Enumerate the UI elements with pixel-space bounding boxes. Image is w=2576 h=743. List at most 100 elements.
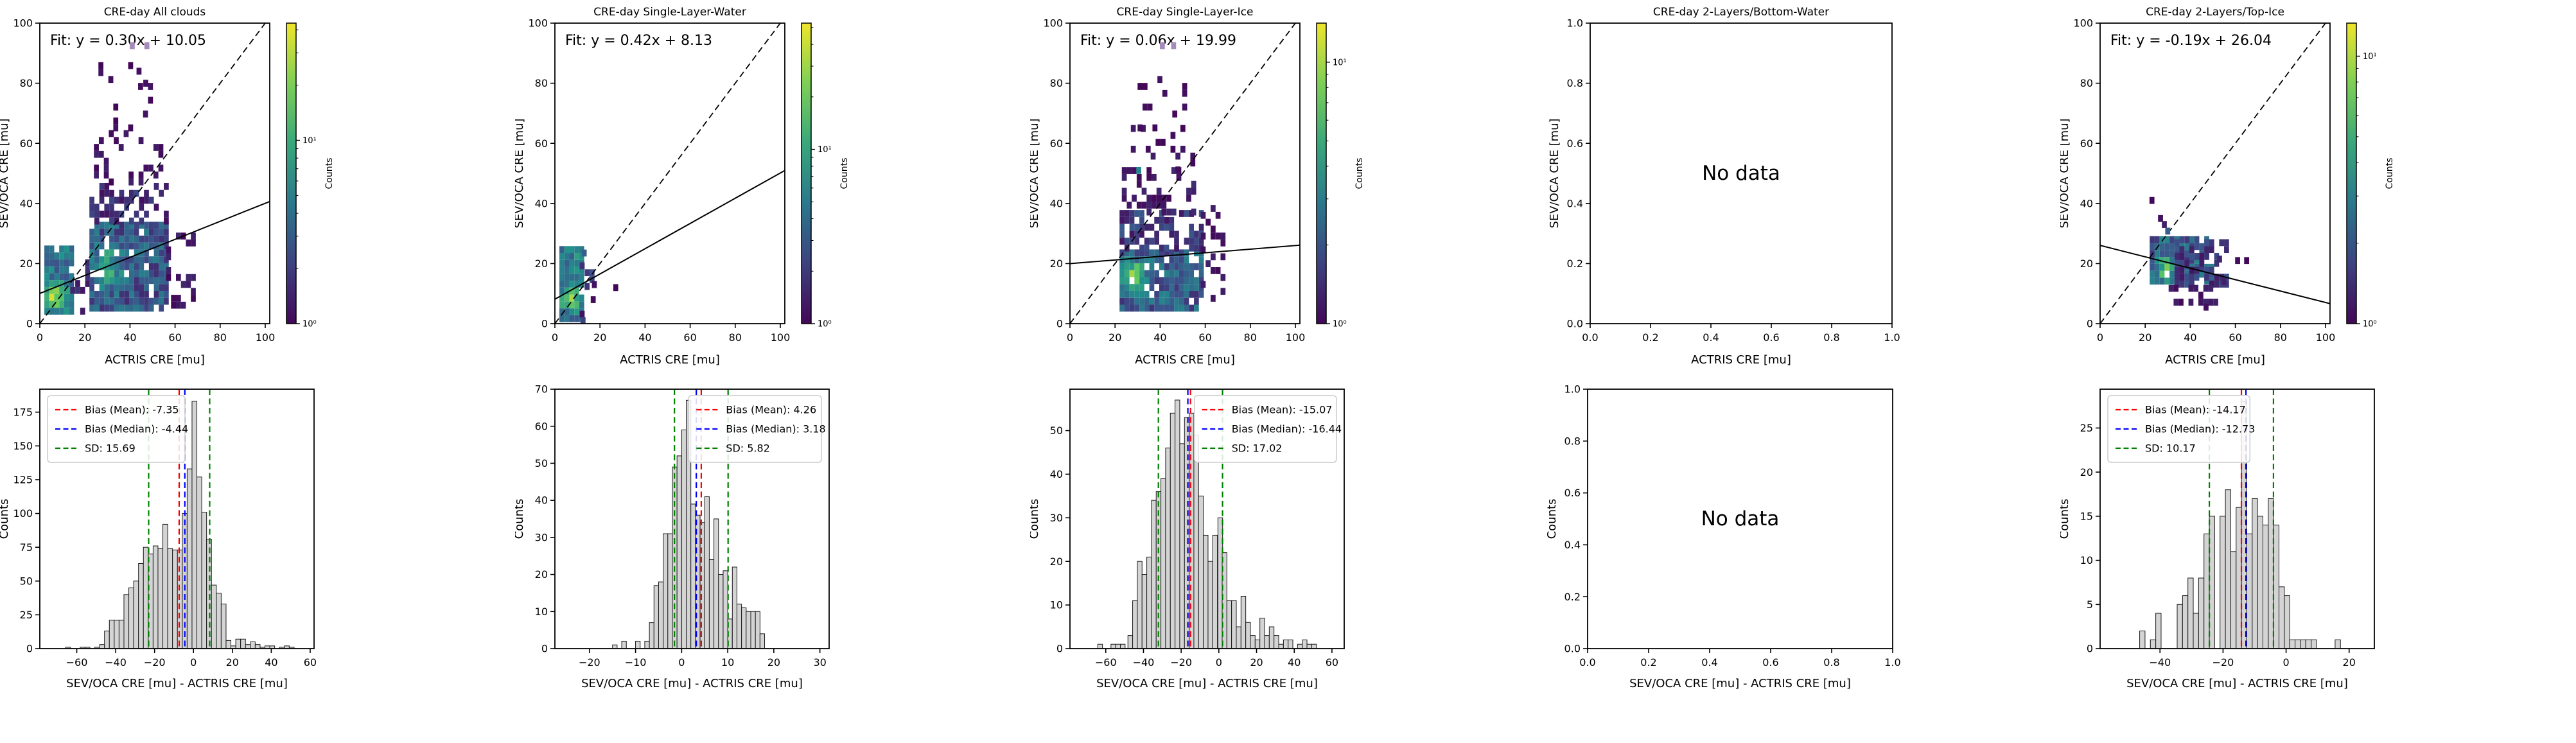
hist2d-bins xyxy=(2150,236,2229,306)
y-tick-label: 40 xyxy=(535,494,548,507)
outlier-bins xyxy=(2149,197,2249,311)
hist2d-bins xyxy=(1119,76,1226,312)
colorbar-tick-label: 10¹ xyxy=(1333,58,1347,67)
y-axis-label: Counts xyxy=(0,499,11,539)
legend-item-label: SD: 15.69 xyxy=(85,442,136,455)
no-data-label: No data xyxy=(1701,507,1780,530)
y-tick-label: 0 xyxy=(541,643,548,655)
y-tick-label: 0 xyxy=(1056,318,1063,330)
fit-line xyxy=(40,200,270,294)
colorbar-label: Counts xyxy=(839,158,850,189)
y-tick-label: 10 xyxy=(2080,554,2093,566)
figure-row-top: Fit: y = 0.30x + 10.05 0 20 40 60 80 100 0 20 40 6… xyxy=(0,6,2395,367)
colorbar-label: Counts xyxy=(1354,158,1365,189)
y-tick-label: 40 xyxy=(1050,468,1063,480)
y-tick-label: 0.8 xyxy=(1567,77,1583,89)
axes-frame xyxy=(39,22,270,324)
x-tick-label: 0.0 xyxy=(1582,331,1598,344)
axes-frame xyxy=(554,22,785,324)
legend-item-label: Bias (Mean): -15.07 xyxy=(1232,404,1333,416)
y-tick-label: 100 xyxy=(13,507,33,520)
x-tick-label: 40 xyxy=(123,331,136,344)
legend-item-label: Bias (Mean): -7.35 xyxy=(85,404,179,416)
identity-line xyxy=(1070,23,1296,324)
y-tick-label: 0.0 xyxy=(1564,643,1581,655)
fit-line xyxy=(2100,245,2330,304)
y-tick-label: 100 xyxy=(1043,17,1063,30)
panel-title: CRE-day Single-Layer-Water xyxy=(593,6,746,19)
x-tick-label: 60 xyxy=(683,331,696,344)
x-axis-label: ACTRIS CRE [mu] xyxy=(1691,353,1791,367)
scatter-cre-day-2-layers-top-ice: Fit: y = -0.19x + 26.04 0 20 40 60 80 100 0 20 40… xyxy=(2060,6,2395,367)
stat-lines xyxy=(2209,389,2275,649)
x-tick-label: 0 xyxy=(552,331,558,344)
y-tick-label: 20 xyxy=(1050,555,1063,568)
y-tick-label: 0 xyxy=(2087,643,2093,655)
x-tick-label: 60 xyxy=(304,656,317,669)
colorbar: 10⁰ 10¹ Counts xyxy=(1316,22,1365,329)
y-tick-label: 0 xyxy=(2087,318,2093,330)
x-axis-label: SEV/OCA CRE [mu] - ACTRIS CRE [mu] xyxy=(66,677,288,690)
axes: 0 20 40 60 80 100 0 20 40 60 80 100 xyxy=(528,17,790,344)
colorbar-tick-label: 10¹ xyxy=(302,136,317,146)
y-tick-label: 20 xyxy=(2080,258,2093,270)
fit-equation: Fit: y = -0.19x + 26.04 xyxy=(2110,33,2272,49)
scatter-cre-day-single-layer-ice: Fit: y = 0.06x + 19.99 0 20 40 60 80 100 0 20 40 6… xyxy=(1030,6,1365,367)
y-tick-label: 40 xyxy=(535,197,548,209)
y-axis-label: Counts xyxy=(1030,499,1041,539)
y-tick-label: 70 xyxy=(535,385,548,396)
y-tick-label: 40 xyxy=(2080,197,2093,209)
x-tick-label: 40 xyxy=(1153,331,1166,344)
y-tick-label: 80 xyxy=(2080,77,2093,89)
y-tick-label: 60 xyxy=(2080,137,2093,150)
y-axis-label: SEV/OCA CRE [mu] xyxy=(0,118,11,228)
identity-line xyxy=(40,23,266,324)
x-tick-label: 20 xyxy=(2139,331,2151,344)
hist2d-bins xyxy=(559,246,595,322)
reference-lines xyxy=(1070,23,1300,324)
legend: Bias (Mean): -15.07 Bias (Median): -16.44… xyxy=(1193,395,1342,463)
x-tick-label: 0.8 xyxy=(1823,331,1839,344)
axes-frame xyxy=(1590,22,1893,324)
x-tick-label: 60 xyxy=(1326,656,1338,669)
axes: 0 20 40 60 80 100 0 20 40 60 80 100 xyxy=(1043,17,1305,344)
x-axis-label: ACTRIS CRE [mu] xyxy=(620,353,720,367)
x-tick-label: −10 xyxy=(625,656,647,669)
panel-title: CRE-day 2-Layers/Top-Ice xyxy=(2146,6,2284,19)
y-tick-label: 1.0 xyxy=(1567,17,1583,30)
axes: −60 −40 −20 0 20 40 60 0 10 20 30 40 50 xyxy=(1050,389,1345,669)
y-tick-label: 60 xyxy=(20,137,33,150)
x-tick-label: −60 xyxy=(1095,656,1117,669)
y-tick-label: 1.0 xyxy=(1564,385,1581,396)
y-tick-label: 50 xyxy=(1050,424,1063,437)
y-tick-label: 20 xyxy=(2080,466,2093,478)
y-tick-label: 0.2 xyxy=(1567,258,1583,270)
y-tick-label: 60 xyxy=(1050,137,1063,150)
panel-title: CRE-day Single-Layer-Ice xyxy=(1117,6,1254,19)
x-tick-label: 40 xyxy=(265,656,277,669)
legend-item-label: Bias (Median): -16.44 xyxy=(1232,423,1342,435)
x-axis-label: SEV/OCA CRE [mu] - ACTRIS CRE [mu] xyxy=(2126,677,2348,690)
fit-equation: Fit: y = 0.06x + 19.99 xyxy=(1080,33,1236,49)
y-tick-label: 25 xyxy=(2080,422,2093,434)
y-tick-label: 80 xyxy=(1050,77,1063,89)
x-tick-label: 20 xyxy=(593,331,606,344)
x-tick-label: 0.4 xyxy=(1703,331,1719,344)
axes-frame xyxy=(1587,389,1893,649)
axes: −20 −10 0 10 20 30 0 10 20 30 40 50 60 70 xyxy=(535,385,830,669)
legend: Bias (Mean): -7.35 Bias (Median): -4.44 SD… xyxy=(47,395,188,463)
y-axis-label: Counts xyxy=(515,499,526,539)
x-tick-label: 80 xyxy=(2274,331,2287,344)
y-tick-label: 0.6 xyxy=(1564,487,1581,499)
x-tick-label: −40 xyxy=(105,656,127,669)
x-tick-label: 0.6 xyxy=(1762,656,1778,669)
legend-item-label: Bias (Mean): 4.26 xyxy=(726,404,816,416)
y-tick-label: 100 xyxy=(2073,17,2093,30)
scatter-cre-day-all-clouds: Fit: y = 0.30x + 10.05 0 20 40 60 80 100 0 20 40 6… xyxy=(0,6,335,367)
x-tick-label: 100 xyxy=(256,331,276,344)
x-tick-label: 0 xyxy=(2282,656,2289,669)
x-tick-label: 20 xyxy=(767,656,780,669)
y-tick-label: 125 xyxy=(13,474,33,486)
y-tick-label: 30 xyxy=(1050,512,1063,524)
y-tick-label: 0.0 xyxy=(1567,318,1583,330)
